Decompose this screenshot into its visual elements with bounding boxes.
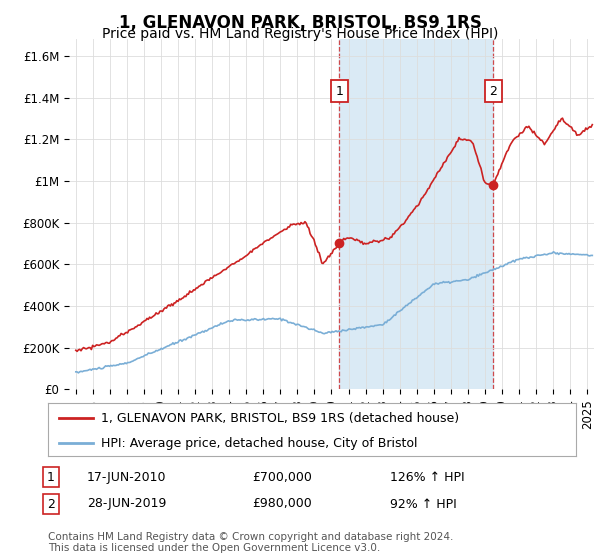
Text: Contains HM Land Registry data © Crown copyright and database right 2024.
This d: Contains HM Land Registry data © Crown c… — [48, 531, 454, 553]
Text: 1, GLENAVON PARK, BRISTOL, BS9 1RS: 1, GLENAVON PARK, BRISTOL, BS9 1RS — [119, 14, 481, 32]
Text: 28-JUN-2019: 28-JUN-2019 — [87, 497, 166, 511]
Text: 92% ↑ HPI: 92% ↑ HPI — [390, 497, 457, 511]
Text: £700,000: £700,000 — [252, 470, 312, 484]
Text: £980,000: £980,000 — [252, 497, 312, 511]
Text: 1, GLENAVON PARK, BRISTOL, BS9 1RS (detached house): 1, GLENAVON PARK, BRISTOL, BS9 1RS (deta… — [101, 412, 459, 424]
Text: 2: 2 — [490, 85, 497, 98]
Text: 17-JUN-2010: 17-JUN-2010 — [87, 470, 167, 484]
Text: 1: 1 — [335, 85, 343, 98]
Text: 126% ↑ HPI: 126% ↑ HPI — [390, 470, 464, 484]
Text: 2: 2 — [47, 497, 55, 511]
Text: 1: 1 — [47, 470, 55, 484]
Bar — [340, 39, 493, 389]
Text: Price paid vs. HM Land Registry's House Price Index (HPI): Price paid vs. HM Land Registry's House … — [102, 27, 498, 41]
Text: HPI: Average price, detached house, City of Bristol: HPI: Average price, detached house, City… — [101, 437, 418, 450]
